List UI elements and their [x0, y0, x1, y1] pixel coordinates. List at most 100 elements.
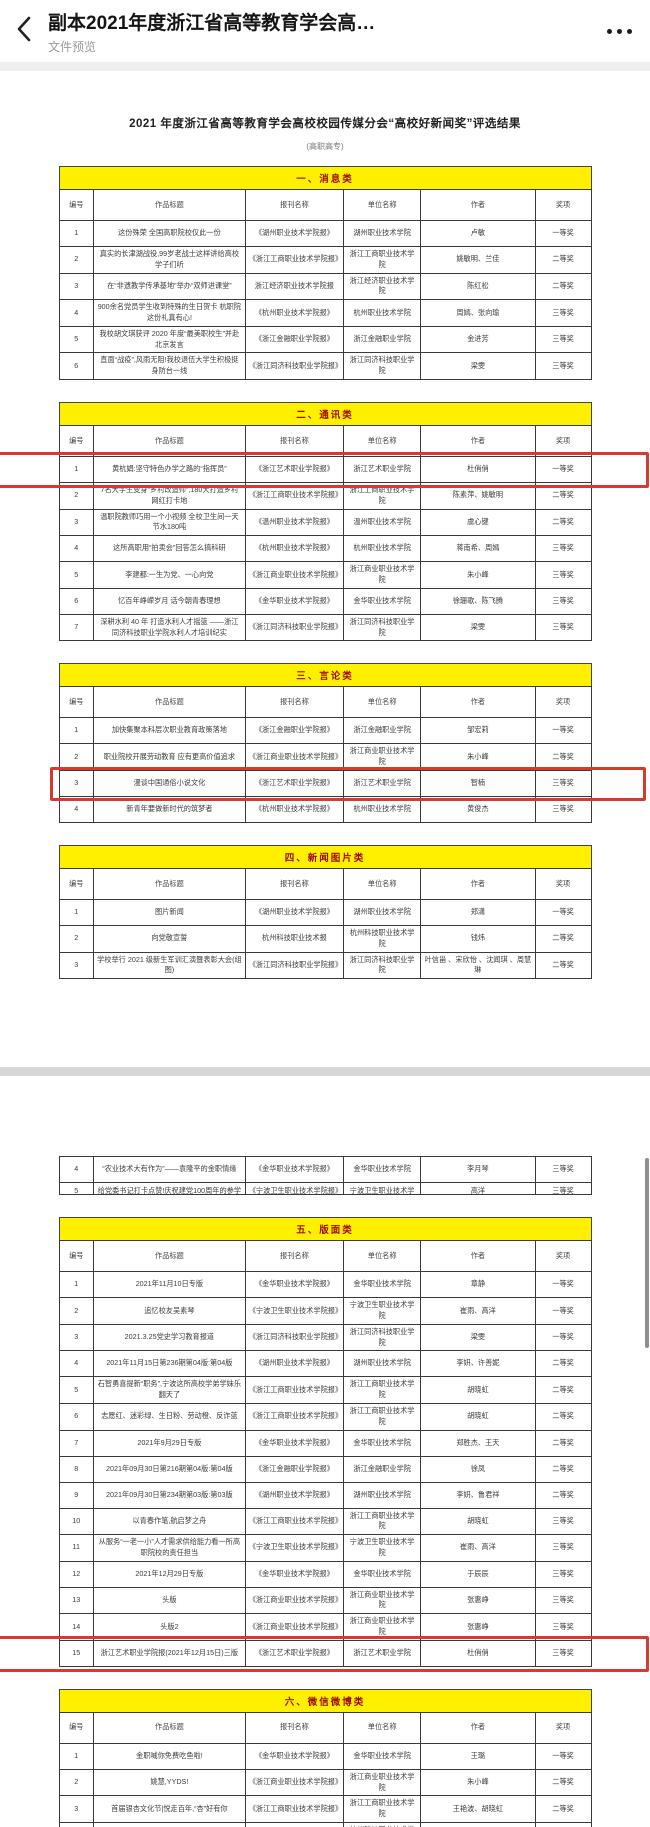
cell-no: 14 — [58, 1613, 95, 1641]
table-row: 4 “农业技术大有作为”——袁隆平的金职情缘 《金华职业技术学院报》 金华职业技术学院… — [58, 1156, 592, 1184]
cell-unit: 宁波卫生职业技术学院 — [343, 1182, 422, 1196]
column-header: 作者 — [420, 867, 536, 900]
column-header: 单位名称 — [343, 867, 422, 900]
cell-pub: 《杭州职业技术学院报》 — [244, 535, 345, 563]
cell-no: 8 — [58, 1455, 95, 1483]
table-row: 1 黄杭娟:坚守特色办学之路的“指挥员” 《浙江艺术职业学院报》 浙江艺术职业学院 杜俏… — [58, 455, 592, 483]
cell-title: 金职喊你免费吃鱼啦! — [93, 1742, 246, 1770]
cell-unit: 金华职业技术学院 — [343, 1560, 422, 1588]
cell-pub: 《浙江工商职业技术学院报》 — [244, 1507, 345, 1536]
cell-author: 徐珊歌、陈飞腾 — [420, 587, 536, 615]
cell-award: 二等奖 — [534, 1455, 592, 1483]
cell-title: 加快集聚本科层次职业教育政策落地 — [93, 717, 246, 745]
cell-author: 邹宏莉 — [420, 717, 536, 745]
scrollbar-thumb[interactable] — [645, 1158, 649, 1348]
column-header: 作品标题 — [93, 424, 246, 457]
cell-title: 直面“战疫”,风雨无阻!我校退伍大学生积极挺身防台一线 — [93, 352, 246, 380]
cell-title: 我校胡文琪获评 2020 年度“最美职校生”并赴北京发言 — [93, 325, 246, 354]
cell-pub: 《浙江金融职业学院报》 — [244, 717, 345, 745]
cell-author: 高洋 — [420, 1182, 536, 1196]
cell-unit: 浙江同济科技职业学院 — [343, 951, 422, 980]
cell-title: 2021年11月10日专版 — [93, 1271, 246, 1299]
cell-pub: 《金华职业技术学院报》 — [244, 587, 345, 615]
table-row: 5 李建都:一生为党、一心向党 《浙江商业职业技术学院报》 浙江商业职业技术学院 朱小峰… — [58, 561, 592, 589]
cell-title: 900余名党员学生收到特殊的生日贺卡 杭职院这份礼真有心! — [93, 299, 246, 327]
cell-no: 11 — [58, 1534, 95, 1562]
more-options-button[interactable] — [605, 19, 634, 44]
cell-pub: 《金华职业技术学院报》 — [244, 1742, 345, 1770]
cell-title: 深耕水利 40 年 打造水利人才摇篮 ——浙江同济科技职业学院水利人才培训纪实 — [93, 613, 246, 642]
column-header: 单位名称 — [343, 1711, 422, 1744]
cell-pub: 《浙江同济科技职业学院报》 — [244, 613, 345, 642]
cell-award: 二等奖 — [534, 1795, 592, 1824]
cell-pub: 《浙江商业职业技术学院报》 — [244, 1768, 345, 1797]
cell-pub: 《浙江金融职业学院报》 — [244, 1455, 345, 1483]
column-header: 单位名称 — [343, 686, 422, 719]
cell-no: 10 — [58, 1507, 95, 1536]
column-header: 作者 — [420, 686, 536, 719]
cell-unit: 金华职业技术学院 — [343, 1271, 422, 1299]
cell-unit: 杭州科技职业技术学院 — [343, 1822, 422, 1827]
table-row: 2 向党敬宣誓 杭州科技职业技术报 杭州科技职业技术学院 钱炜 二等奖 — [58, 924, 592, 953]
cell-unit: 湖州职业技术学院 — [343, 220, 422, 247]
cell-author: 晁村 — [420, 1822, 536, 1827]
cell-author: 梁雯 — [420, 352, 536, 380]
cell-author: 李妍、许善妮 — [420, 1350, 536, 1378]
cell-award: 一等奖 — [534, 1297, 592, 1325]
cell-pub: 《浙江同济科技职业学院报》 — [244, 352, 345, 380]
column-header: 报刊名称 — [244, 424, 345, 457]
cell-pub: 《浙江同济科技职业学院报》 — [244, 1323, 345, 1352]
app-header: 副本2021年度浙江省高等教育学会高… 文件预览 — [0, 0, 650, 62]
cell-award: 二等奖 — [534, 246, 592, 274]
section-heading: 四、新闻图片类 — [58, 844, 592, 868]
cell-author: 杜俏俏 — [420, 1639, 536, 1667]
award-table: 编号 作品标题 报刊名称 单位名称 作者 奖项 1 黄杭娟:坚守特色办学之路的“指挥员” 《浙江… — [58, 424, 592, 642]
cell-no: 2 — [58, 1297, 95, 1325]
cell-title: 石智勇喜提新“职务”,宁波这所高校学弟学妹乐翻天了 — [93, 1376, 246, 1404]
cell-award: 三等奖 — [534, 1822, 592, 1827]
cell-award: 二等奖 — [534, 508, 592, 537]
table-row: 2 真实的长津湖战役,99岁老战士这样讲给高校学子们听 《浙江工商职业技术学院报》浙… — [58, 246, 592, 274]
cell-pub: 杭州科技职业技术报 — [244, 1822, 345, 1827]
cell-unit: 浙江金融职业学院 — [343, 1455, 422, 1483]
cell-no: 3 — [58, 1323, 95, 1352]
header-divider — [0, 62, 650, 71]
column-header: 奖项 — [534, 1240, 592, 1273]
cell-no: 4 — [58, 299, 95, 327]
cell-no: 6 — [58, 1402, 95, 1431]
table-row: 3 2021.3.25党史学习教育报道 《浙江同济科技职业学院报》 浙江同济科技职业学… — [58, 1323, 592, 1352]
cell-pub: 《金华职业技术学院报》 — [244, 1429, 345, 1457]
cell-title: 2021年09月30日第234期第03版:第03版 — [93, 1481, 246, 1509]
cell-award: 一等奖 — [534, 1271, 592, 1299]
cell-no: 7 — [58, 1429, 95, 1457]
column-header-row: 编号 作品标题 报刊名称 单位名称 作者 奖项 — [58, 686, 592, 719]
back-button[interactable] — [16, 11, 46, 51]
cell-unit: 浙江工商职业技术学院 — [343, 1376, 422, 1404]
cell-title: 7名大学生变身“乡村改造师”,180天打造乡村网红打卡地 — [93, 481, 246, 510]
column-header: 编号 — [58, 424, 95, 457]
cell-author: 朱小峰 — [420, 1768, 536, 1797]
cell-author: 周嫣、张向瑜 — [420, 299, 536, 327]
cell-no: 1 — [58, 1742, 95, 1770]
award-table: 编号 作品标题 报刊名称 单位名称 作者 奖项 1 2021年11月10日专版 《金华职业技术学… — [58, 1240, 592, 1667]
cell-pub: 《温州职业技术学院报》 — [244, 508, 345, 537]
cell-title: 职业院校开展劳动教育 应有更高价值追求 — [93, 743, 246, 771]
cell-no: 4 — [58, 1350, 95, 1378]
cell-award: 一等奖 — [534, 1742, 592, 1770]
award-table: 编号 作品标题 报刊名称 单位名称 作者 奖项 1 金职喊你免费吃鱼啦! 《金华职业技术学院报》… — [58, 1711, 592, 1827]
cell-award: 二等奖 — [534, 1481, 592, 1509]
page-break-divider — [0, 1067, 650, 1077]
cell-award: 一等奖 — [534, 1323, 592, 1352]
cell-unit: 湖州职业技术学院 — [343, 898, 422, 926]
column-header: 报刊名称 — [244, 686, 345, 719]
document-page-2: 4 “农业技术大有作为”——袁隆平的金职情缘 《金华职业技术学院报》 金华职业技术学院… — [0, 1076, 650, 1827]
cell-pub: 《浙江金融职业学院报》 — [244, 325, 345, 354]
table-row: 5 石智勇喜提新“职务”,宁波这所高校学弟学妹乐翻天了 《浙江工商职业技术学院报》浙… — [58, 1376, 592, 1404]
cell-title: 浙江艺术职业学院报(2021年12月15日)三版 — [93, 1639, 246, 1667]
cell-unit: 浙江金融职业学院 — [343, 717, 422, 745]
cell-author: 杜俏俏 — [420, 455, 536, 483]
cell-award: 二等奖 — [534, 1350, 592, 1378]
cell-title: 图片新闻 — [93, 898, 246, 926]
table-row: 5 我校胡文琪获评 2020 年度“最美职校生”并赴北京发言 《浙江金融职业学院报》… — [58, 325, 592, 354]
column-header: 报刊名称 — [244, 867, 345, 900]
